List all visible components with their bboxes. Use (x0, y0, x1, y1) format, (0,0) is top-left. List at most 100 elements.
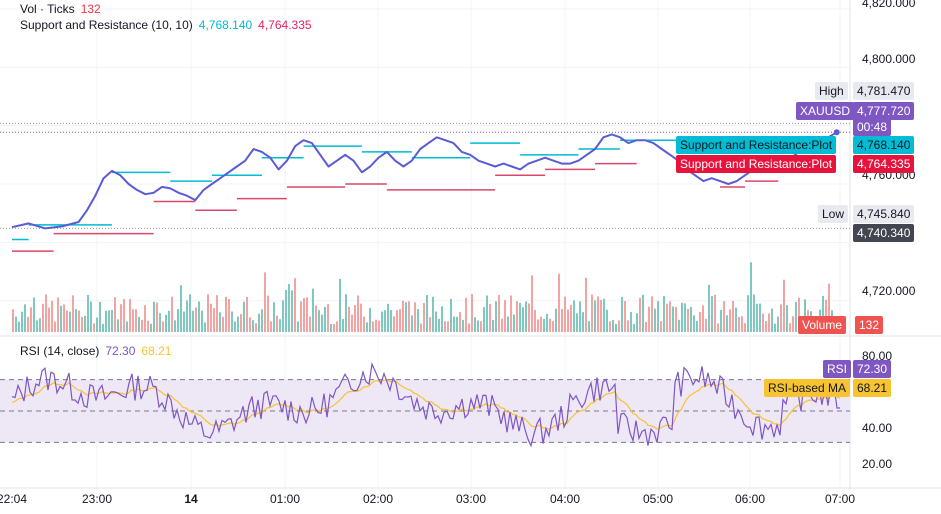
volume-bar (264, 272, 266, 332)
volume-bar (666, 303, 668, 332)
volume-bar (741, 316, 743, 332)
volume-bar (723, 301, 725, 332)
volume-bar (435, 311, 437, 332)
volume-value-badge: 132 (855, 316, 884, 334)
volume-bar (411, 315, 413, 332)
volume-bar (168, 310, 170, 332)
volume-bar (483, 307, 485, 332)
bar-countdown: 00:48 (853, 118, 892, 136)
volume-bar (441, 306, 443, 332)
volume-bar (375, 319, 377, 332)
volume-bar (732, 300, 734, 332)
volume-legend-title: Vol · Ticks (20, 2, 75, 16)
volume-bar (477, 320, 479, 332)
volume-bar (453, 316, 455, 332)
volume-bar (660, 321, 662, 332)
volume-legend: Vol · Ticks 132 (20, 2, 101, 16)
volume-bar (762, 313, 764, 332)
volume-bar (177, 309, 179, 332)
volume-bar (261, 309, 263, 332)
volume-bar (534, 309, 536, 332)
volume-bar (162, 321, 164, 332)
volume-bar (450, 298, 452, 332)
volume-bar (12, 309, 14, 332)
rsi-legend-title: RSI (14, close) (20, 344, 100, 358)
time-axis-label: 07:00 (824, 492, 856, 506)
rsi-ma-line (11, 379, 841, 430)
volume-bar (693, 315, 695, 332)
volume-bar (54, 321, 56, 332)
volume-bar (423, 302, 425, 332)
low-value: 4,745.840 (853, 205, 915, 223)
volume-bar (135, 309, 137, 332)
volume-bar (21, 311, 23, 332)
volume-bar (153, 301, 155, 332)
volume-bar (276, 315, 278, 332)
volume-bar (420, 323, 422, 332)
volume-bar (222, 317, 224, 332)
volume-bar (102, 323, 104, 332)
volume-bar (186, 300, 188, 332)
volume-bar (462, 319, 464, 332)
volume-bar (51, 300, 53, 332)
volume-bar (417, 309, 419, 332)
volume-bar (96, 317, 98, 332)
volume-bar (687, 308, 689, 332)
volume-bar (690, 307, 692, 332)
volume-bar (594, 300, 596, 332)
volume-bar (549, 318, 551, 332)
volume-bar (645, 321, 647, 332)
price-axis-label: 4,820.000 (862, 0, 916, 10)
time-axis-label: 03:00 (455, 492, 487, 506)
sr-legend-title: Support and Resistance (10, 10) (20, 18, 193, 32)
rsi-legend-ma: 68.21 (141, 344, 172, 358)
volume-bar (444, 321, 446, 332)
volume-bar (48, 307, 50, 332)
volume-bar (348, 306, 350, 332)
volume-bar (708, 284, 710, 332)
volume-bar (183, 311, 185, 332)
volume-bar (243, 301, 245, 332)
time-axis-label: 02:00 (362, 492, 394, 506)
volume-bar (669, 301, 671, 332)
volume-bar (27, 316, 29, 332)
volume-bar (570, 304, 572, 332)
volume-label-badge: Volume (798, 316, 847, 334)
volume-bar (414, 302, 416, 332)
volume-bar (777, 316, 779, 332)
volume-bar (342, 318, 344, 332)
volume-bar (288, 283, 290, 332)
volume-bar (531, 275, 533, 332)
volume-bar (240, 314, 242, 332)
volume-bar (591, 294, 593, 332)
volume-bar (267, 295, 269, 332)
volume-bar (363, 316, 365, 332)
volume-bar (528, 303, 530, 332)
volume-bar (717, 323, 719, 332)
volume-bar (753, 294, 755, 332)
sr-legend: Support and Resistance (10, 10) 4,768.140… (20, 18, 312, 32)
volume-bar (648, 306, 650, 332)
volume-bar (78, 310, 80, 332)
volume-bar (63, 304, 65, 332)
volume-bar (318, 310, 320, 332)
volume-bar (633, 323, 635, 332)
volume-bar (609, 321, 611, 332)
high-label: High (815, 82, 848, 100)
volume-bar (204, 322, 206, 332)
volume-bar (327, 304, 329, 332)
volume-bar (765, 320, 767, 332)
volume-bar (597, 296, 599, 332)
rsi-label-badge: RSI (823, 360, 852, 378)
volume-bar (72, 295, 74, 332)
volume-bar (366, 322, 368, 332)
volume-bar (252, 320, 254, 332)
time-axis-label: 04:00 (549, 492, 581, 506)
symbol-badge[interactable]: XAUUSD (796, 102, 855, 120)
volume-bar (30, 307, 32, 332)
volume-bar (228, 299, 230, 332)
volume-bar (588, 321, 590, 332)
volume-bar (165, 314, 167, 332)
volume-bar (558, 273, 560, 332)
